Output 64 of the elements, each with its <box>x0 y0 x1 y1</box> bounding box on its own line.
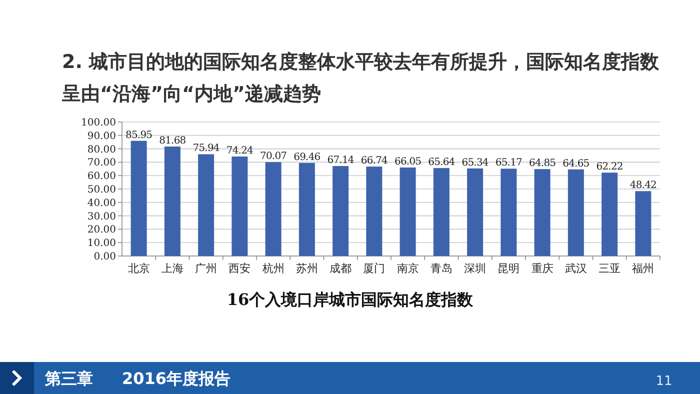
data-label: 66.05 <box>394 156 422 168</box>
bar <box>433 168 450 256</box>
bar <box>298 162 315 256</box>
data-label: 64.65 <box>562 158 590 170</box>
x-tick-label: 苏州 <box>296 262 318 275</box>
data-label: 67.14 <box>327 155 354 166</box>
x-tick-label: 重庆 <box>531 262 554 275</box>
bar <box>366 166 382 256</box>
x-tick-label: 成都 <box>330 262 352 275</box>
x-tick-label: 三亚 <box>598 262 621 275</box>
data-label: 65.64 <box>428 157 455 168</box>
bar <box>568 169 584 256</box>
data-label: 65.17 <box>495 158 522 169</box>
data-label: 48.42 <box>630 180 657 192</box>
data-label: 81.68 <box>159 136 186 147</box>
data-label: 69.46 <box>294 152 320 163</box>
y-tick-label: 10.00 <box>87 238 116 250</box>
data-label: 70.07 <box>260 151 287 162</box>
bar <box>198 154 214 256</box>
data-label: 66.74 <box>360 156 388 167</box>
bar <box>332 166 349 256</box>
y-tick-label: 60.00 <box>87 171 116 182</box>
data-label: 64.85 <box>528 158 556 170</box>
y-tick-label: 100.00 <box>81 118 116 128</box>
bar <box>232 156 248 256</box>
x-tick-label: 西安 <box>228 262 251 275</box>
text: 16个入境口岸城市国际知名度指数 <box>226 290 474 311</box>
data-label: 74.24 <box>226 146 254 157</box>
bar <box>164 146 180 256</box>
x-tick-label: 南京 <box>396 262 419 275</box>
y-tick-label: 40.00 <box>87 198 116 209</box>
x-tick-label: 青岛 <box>430 262 452 275</box>
y-tick-label: 30.00 <box>87 211 116 222</box>
bar <box>467 168 484 256</box>
bar <box>130 140 147 256</box>
data-label: 65.34 <box>462 157 488 168</box>
bar <box>400 167 416 256</box>
data-label: 75.94 <box>192 143 220 154</box>
x-tick-label: 北京 <box>128 262 150 275</box>
x-tick-label: 深圳 <box>464 262 486 275</box>
x-tick-label: 广州 <box>195 262 218 275</box>
y-tick-label: 90.00 <box>87 130 116 142</box>
bar <box>602 172 618 256</box>
text: 2016年度报告 <box>122 369 231 388</box>
x-tick-label: 厦门 <box>363 262 386 275</box>
text: 11 <box>656 374 672 389</box>
bar <box>635 191 652 256</box>
x-tick-label: 杭州 <box>261 262 284 275</box>
x-tick-label: 上海 <box>161 262 184 275</box>
bar <box>500 168 517 256</box>
bar <box>534 169 550 256</box>
y-tick-label: 50.00 <box>87 184 116 196</box>
chart-title: 2. 城市目的地的国际知名度整体水平较去年有所提升，国际知名度指数呈由“沿海”向“内地”递减趋势 <box>62 50 660 107</box>
x-tick-label: 福州 <box>632 262 654 275</box>
text: 第三章 <box>44 369 93 388</box>
data-label: 85.95 <box>125 130 152 141</box>
data-label: 62.22 <box>596 162 623 173</box>
y-tick-label: 70.00 <box>87 158 116 169</box>
y-tick-label: 0.00 <box>94 252 116 262</box>
y-tick-label: 20.00 <box>87 224 116 236</box>
x-tick-label: 昆明 <box>498 262 520 275</box>
bar <box>265 162 282 256</box>
x-tick-label: 武汉 <box>564 262 587 275</box>
y-tick-label: 80.00 <box>87 144 116 156</box>
